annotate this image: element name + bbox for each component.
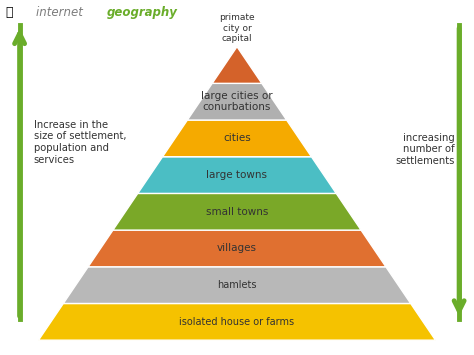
Text: 🌍: 🌍	[5, 6, 13, 19]
Polygon shape	[187, 83, 287, 120]
Polygon shape	[163, 120, 311, 157]
Polygon shape	[88, 230, 386, 267]
Text: primate
city or
capital: primate city or capital	[219, 13, 255, 43]
Polygon shape	[113, 193, 361, 230]
Polygon shape	[212, 47, 262, 83]
Polygon shape	[64, 267, 410, 304]
Text: Increase in the
size of settlement,
population and
services: Increase in the size of settlement, popu…	[34, 120, 126, 164]
Text: internet: internet	[36, 6, 87, 19]
Text: increasing
number of
settlements: increasing number of settlements	[395, 133, 455, 166]
Text: large cities or
conurbations: large cities or conurbations	[201, 91, 273, 113]
Text: geography: geography	[107, 6, 178, 19]
Text: cities: cities	[223, 133, 251, 143]
Text: villages: villages	[217, 244, 257, 253]
Text: isolated house or farms: isolated house or farms	[180, 317, 294, 327]
Polygon shape	[138, 157, 336, 193]
Text: hamlets: hamlets	[217, 280, 257, 290]
Text: small towns: small towns	[206, 207, 268, 217]
Text: large towns: large towns	[207, 170, 267, 180]
Polygon shape	[38, 304, 436, 340]
